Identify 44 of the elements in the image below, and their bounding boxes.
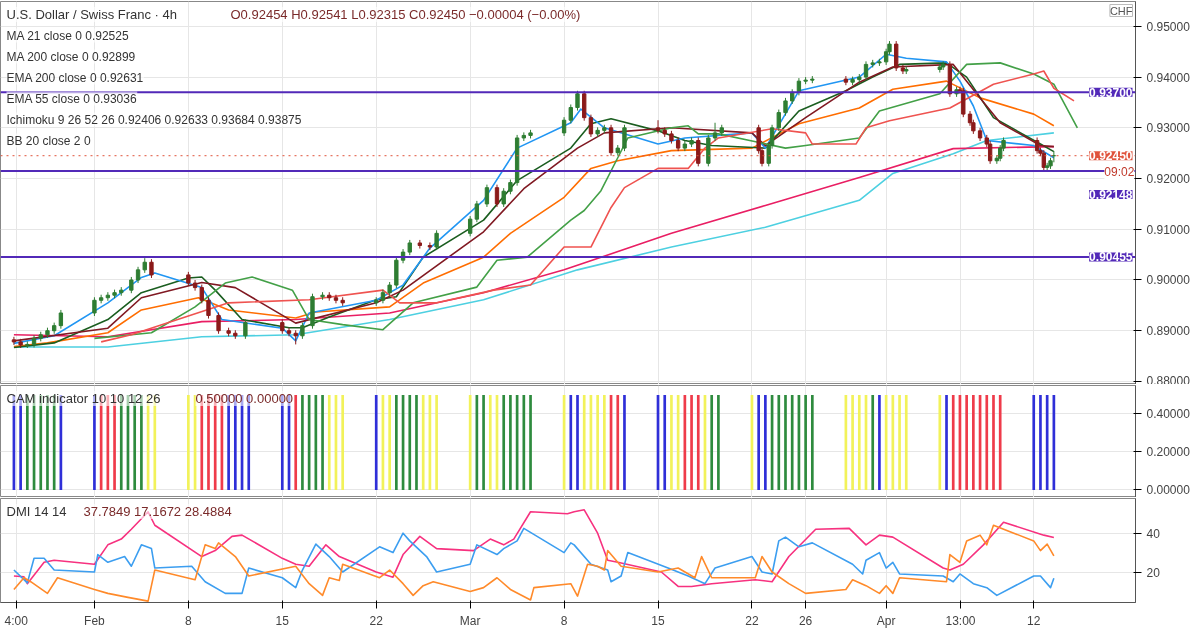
annotation: 09:02 <box>1104 165 1135 180</box>
annotation: EMA 55 close 0 0.93036 <box>6 91 137 106</box>
ref-line-label: 0.92450 <box>1089 149 1133 164</box>
y-tick-label: 0.94000 <box>1146 70 1191 85</box>
y-tick-label: 0.90000 <box>1146 273 1191 288</box>
chart-title: DMI 14 14 <box>6 504 67 519</box>
annotation: MA 200 close 0 0.92899 <box>6 49 136 64</box>
ref-line-label: 0.92148 <box>1089 187 1133 202</box>
annotation: Ichimoku 9 26 52 26 0.92406 0.92633 0.93684 0.93875 <box>6 112 302 127</box>
chart-subtitle: 37.7849 17.1672 28.4884 <box>83 504 232 519</box>
y-tick-label: 0.20000 <box>1146 445 1191 460</box>
y-axis-title: CHF <box>1109 4 1133 17</box>
text: 0.50000 0.00000 <box>195 391 294 406</box>
y-tick-label: 0.40000 <box>1146 407 1191 422</box>
x-tick-label: 22 <box>745 613 759 628</box>
y-tick-label: 0.93000 <box>1146 121 1191 136</box>
ref-line-label: 0.90455 <box>1089 250 1133 265</box>
annotation: BB 20 close 2 0 <box>6 133 91 148</box>
x-tick-label: 8 <box>185 613 193 628</box>
y-tick-label: 0.95000 <box>1146 19 1191 34</box>
x-tick-label: 13:00 <box>945 613 976 628</box>
x-tick-label: 15 <box>275 613 290 628</box>
x-tick-label: 12 <box>1027 613 1041 628</box>
x-tick-label: Feb <box>84 613 106 628</box>
y-tick-label: 0.89000 <box>1146 324 1191 339</box>
y-tick-label: 0.88000 <box>1146 373 1191 388</box>
y-tick-label: 20 <box>1146 566 1161 581</box>
annotation: EMA 200 close 0 0.92631 <box>6 70 144 85</box>
y-tick-label: 0.92000 <box>1146 172 1191 187</box>
ref-line-label: 0.93700 <box>1089 85 1133 100</box>
annotation: MA 21 close 0 0.92525 <box>6 28 129 43</box>
x-tick-label: Mar <box>459 613 481 628</box>
x-tick-label: Apr <box>876 613 896 628</box>
y-tick-label: 40 <box>1146 526 1161 541</box>
chart-subtitle: O0.92454 H0.92541 L0.92315 C0.92450 −0.00004 (−0.00%) <box>230 7 581 22</box>
x-tick-label: 15 <box>651 613 666 628</box>
text: CAM indicator 10 10 12 26 <box>6 391 161 406</box>
x-tick-label: 4:00 <box>4 613 29 628</box>
x-tick-label: 8 <box>560 613 568 628</box>
x-tick-label: 26 <box>798 613 813 628</box>
y-tick-label: 0.00000 <box>1146 483 1191 498</box>
chart-title: U.S. Dollar / Swiss Franc · 4h <box>6 7 177 22</box>
x-tick-label: 22 <box>369 613 384 628</box>
y-tick-label: 0.91000 <box>1146 222 1191 237</box>
